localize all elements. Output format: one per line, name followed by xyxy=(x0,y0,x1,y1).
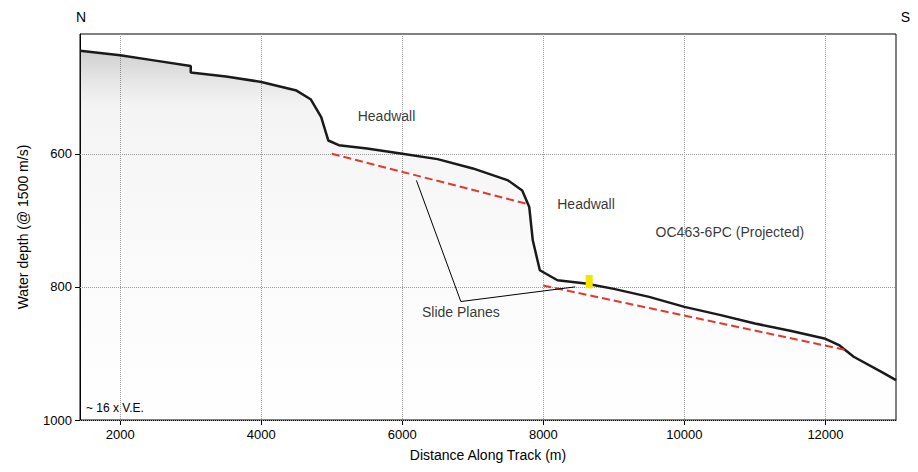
svg-text:6000: 6000 xyxy=(388,427,417,442)
svg-text:12000: 12000 xyxy=(807,427,843,442)
svg-text:10000: 10000 xyxy=(666,427,702,442)
svg-text:4000: 4000 xyxy=(247,427,276,442)
svg-text:~ 16 x V.E.: ~ 16 x V.E. xyxy=(86,401,144,415)
svg-text:Slide Planes: Slide Planes xyxy=(422,304,500,320)
svg-text:S: S xyxy=(901,9,910,25)
svg-text:N: N xyxy=(76,9,86,25)
svg-text:2000: 2000 xyxy=(106,427,135,442)
svg-text:Headwall: Headwall xyxy=(358,108,416,124)
svg-text:600: 600 xyxy=(50,146,72,161)
svg-text:Water depth (@ 1500 m/s): Water depth (@ 1500 m/s) xyxy=(15,145,31,310)
svg-text:Distance Along Track (m): Distance Along Track (m) xyxy=(410,447,566,463)
svg-text:1000: 1000 xyxy=(43,413,72,428)
svg-text:8000: 8000 xyxy=(529,427,558,442)
svg-text:OC463-6PC (Projected): OC463-6PC (Projected) xyxy=(656,224,805,240)
svg-text:800: 800 xyxy=(50,279,72,294)
svg-text:Headwall: Headwall xyxy=(557,196,615,212)
